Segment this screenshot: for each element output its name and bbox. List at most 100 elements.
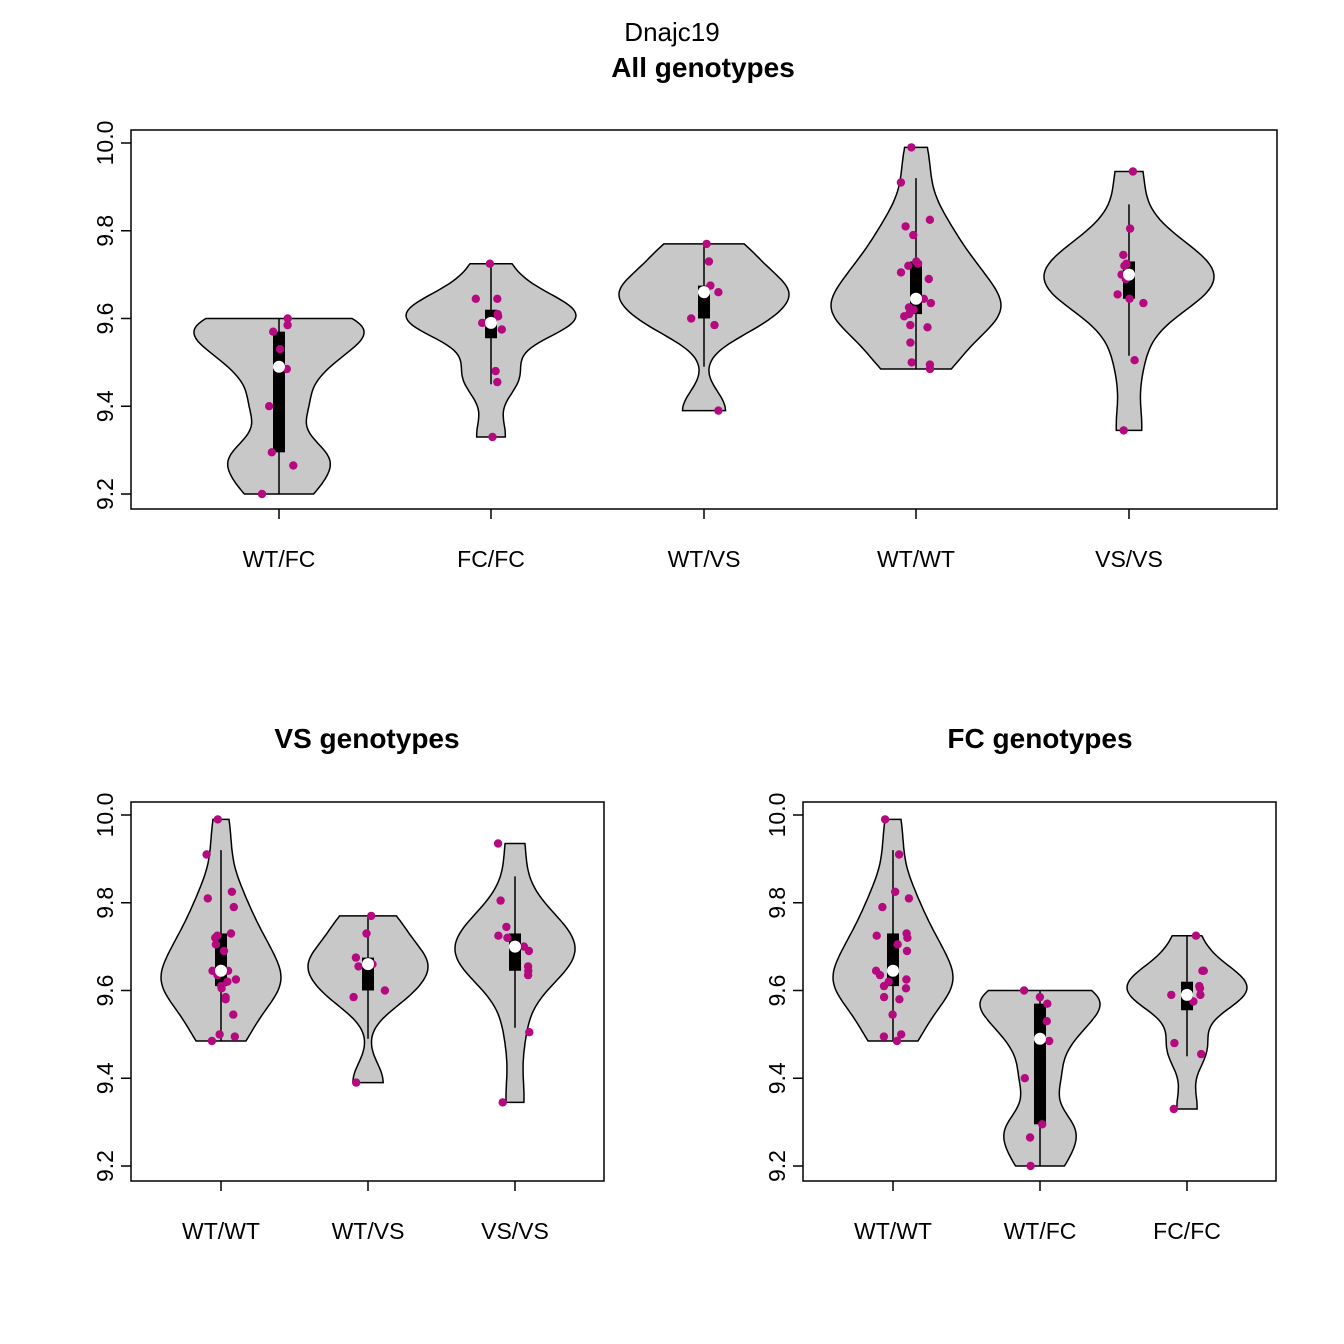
data-point: [221, 992, 230, 1002]
data-point: [352, 1078, 361, 1087]
data-point: [229, 1010, 238, 1019]
panel-vs-genotypes: VS genotypes 9.2 9.4 9.6 9.8 10.0 WT/WT WT/VS V…: [92, 723, 605, 1244]
data-point: [1167, 990, 1176, 1000]
data-point: [702, 239, 711, 249]
median-point: [273, 360, 285, 373]
y-tick-label: 9.2: [764, 1150, 790, 1182]
data-point: [485, 259, 495, 268]
data-point: [897, 1030, 906, 1039]
median-point: [698, 286, 710, 299]
panel-fc-genotypes: FC genotypes 9.2 9.4 9.6 9.8 10.0 WT/WT WT/FC F…: [764, 723, 1277, 1244]
data-point: [1196, 990, 1205, 1000]
data-point: [907, 143, 916, 152]
violin-vs-vs: [454, 839, 576, 1107]
data-point: [265, 402, 274, 411]
data-point: [904, 261, 913, 270]
data-point: [226, 929, 236, 938]
y-tick-label: 9.6: [92, 975, 118, 1007]
data-point: [880, 815, 890, 824]
data-point: [892, 1036, 902, 1046]
median-point: [509, 940, 521, 953]
data-point: [471, 294, 480, 303]
x-tick-label-vs-vs: VS/VS: [1095, 546, 1163, 572]
y-tick-label: 10.0: [92, 121, 118, 166]
violin-wt-wt: [832, 815, 954, 1046]
data-point: [906, 338, 915, 347]
data-point: [894, 850, 904, 859]
data-point: [1125, 294, 1134, 303]
data-point: [380, 986, 390, 995]
data-point: [1197, 1049, 1206, 1059]
y-tick-label: 9.8: [764, 887, 790, 919]
data-point: [888, 1010, 897, 1019]
data-point: [211, 940, 221, 949]
data-point: [203, 894, 212, 903]
x-tick-label-wt-wt: WT/WT: [877, 546, 955, 572]
data-point: [906, 320, 915, 330]
violin-wt-fc: [193, 314, 365, 499]
panel-title-all-genotypes: All genotypes: [611, 52, 795, 83]
data-point: [275, 345, 285, 354]
data-point: [207, 1036, 217, 1046]
data-point: [1038, 1120, 1047, 1129]
data-point: [215, 1030, 224, 1039]
data-point: [231, 975, 241, 984]
data-point: [525, 1028, 534, 1037]
data-point: [909, 230, 918, 240]
data-point: [1045, 1036, 1054, 1046]
data-point: [494, 931, 503, 940]
median-point: [215, 964, 227, 977]
data-point: [1119, 250, 1128, 260]
y-tick-label: 9.6: [764, 975, 790, 1007]
y-tick-label: 9.4: [92, 1062, 118, 1094]
data-point: [901, 222, 910, 231]
violin-vs-vs: [1043, 167, 1215, 435]
data-point: [904, 303, 914, 312]
data-point: [710, 320, 719, 330]
data-point: [924, 274, 933, 284]
data-point: [354, 962, 363, 971]
data-point: [1198, 966, 1207, 975]
y-tick-label: 9.8: [92, 887, 118, 919]
data-point: [706, 281, 715, 290]
data-point: [351, 953, 361, 962]
y-tick-label: 9.4: [92, 390, 118, 422]
data-point: [497, 325, 506, 334]
data-point: [1035, 992, 1045, 1002]
data-point: [1122, 259, 1131, 268]
data-point: [1026, 1161, 1035, 1171]
data-point: [872, 931, 881, 940]
data-point: [498, 1098, 507, 1107]
data-point: [1019, 986, 1029, 995]
data-point: [217, 981, 226, 991]
data-point: [213, 931, 222, 940]
x-tick-label-wt-wt: WT/WT: [182, 1218, 260, 1244]
data-point: [926, 298, 936, 308]
data-point: [289, 461, 298, 470]
y-tick-label: 10.0: [764, 793, 790, 838]
panel-all-genotypes: All genotypes 9.2 9.4 9.6 9.8 10.0 WT/FC FC/FC…: [92, 52, 1278, 572]
data-point: [714, 406, 723, 415]
data-point: [893, 940, 902, 949]
y-tick-label: 9.2: [92, 478, 118, 510]
data-point: [1020, 1074, 1029, 1083]
x-tick-label-fc-fc: FC/FC: [457, 546, 525, 572]
x-tick-label-wt-fc: WT/FC: [1004, 1218, 1077, 1244]
violin-wt-wt: [830, 143, 1002, 374]
data-point: [1113, 290, 1122, 299]
data-point: [257, 489, 267, 499]
data-point: [925, 360, 935, 369]
data-point: [1189, 997, 1198, 1006]
data-point: [367, 911, 376, 921]
figure-title: Dnajc19: [624, 17, 719, 47]
data-point: [901, 984, 911, 993]
data-point: [502, 922, 511, 932]
median-point: [887, 964, 899, 977]
data-point: [1139, 298, 1148, 308]
violin-fc-fc: [1126, 931, 1248, 1114]
y-tick-label: 9.8: [92, 215, 118, 247]
median-point: [1034, 1032, 1046, 1045]
data-point: [493, 294, 502, 303]
data-point: [919, 294, 928, 303]
data-point: [912, 257, 921, 266]
